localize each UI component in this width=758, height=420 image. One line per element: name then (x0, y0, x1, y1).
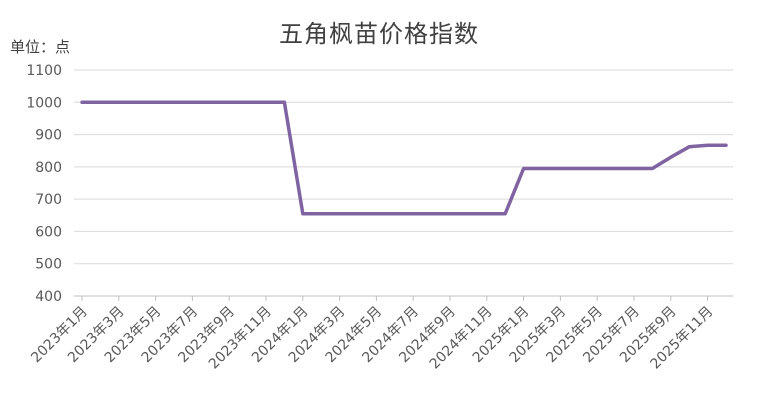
unit-label: 单位：点 (10, 38, 71, 56)
y-tick-label: 700 (35, 192, 62, 208)
y-tick-label: 500 (35, 257, 62, 273)
chart-title: 五角枫苗价格指数 (279, 20, 479, 48)
y-tick-label: 900 (35, 128, 62, 144)
y-tick-label: 1000 (26, 95, 62, 111)
y-tick-label: 400 (35, 289, 62, 305)
y-tick-label: 800 (35, 160, 62, 176)
series-layer (80, 100, 728, 216)
y-tick-label: 1100 (26, 63, 62, 79)
y-tick-label: 600 (35, 224, 62, 240)
y-axis-ticks: 400 500 600 700 800 900 1000 1100 (26, 63, 62, 305)
x-axis: 2023年1月2023年3月2023年5月2023年7月2023年9月2023年… (28, 295, 733, 372)
series-line (80, 100, 728, 216)
